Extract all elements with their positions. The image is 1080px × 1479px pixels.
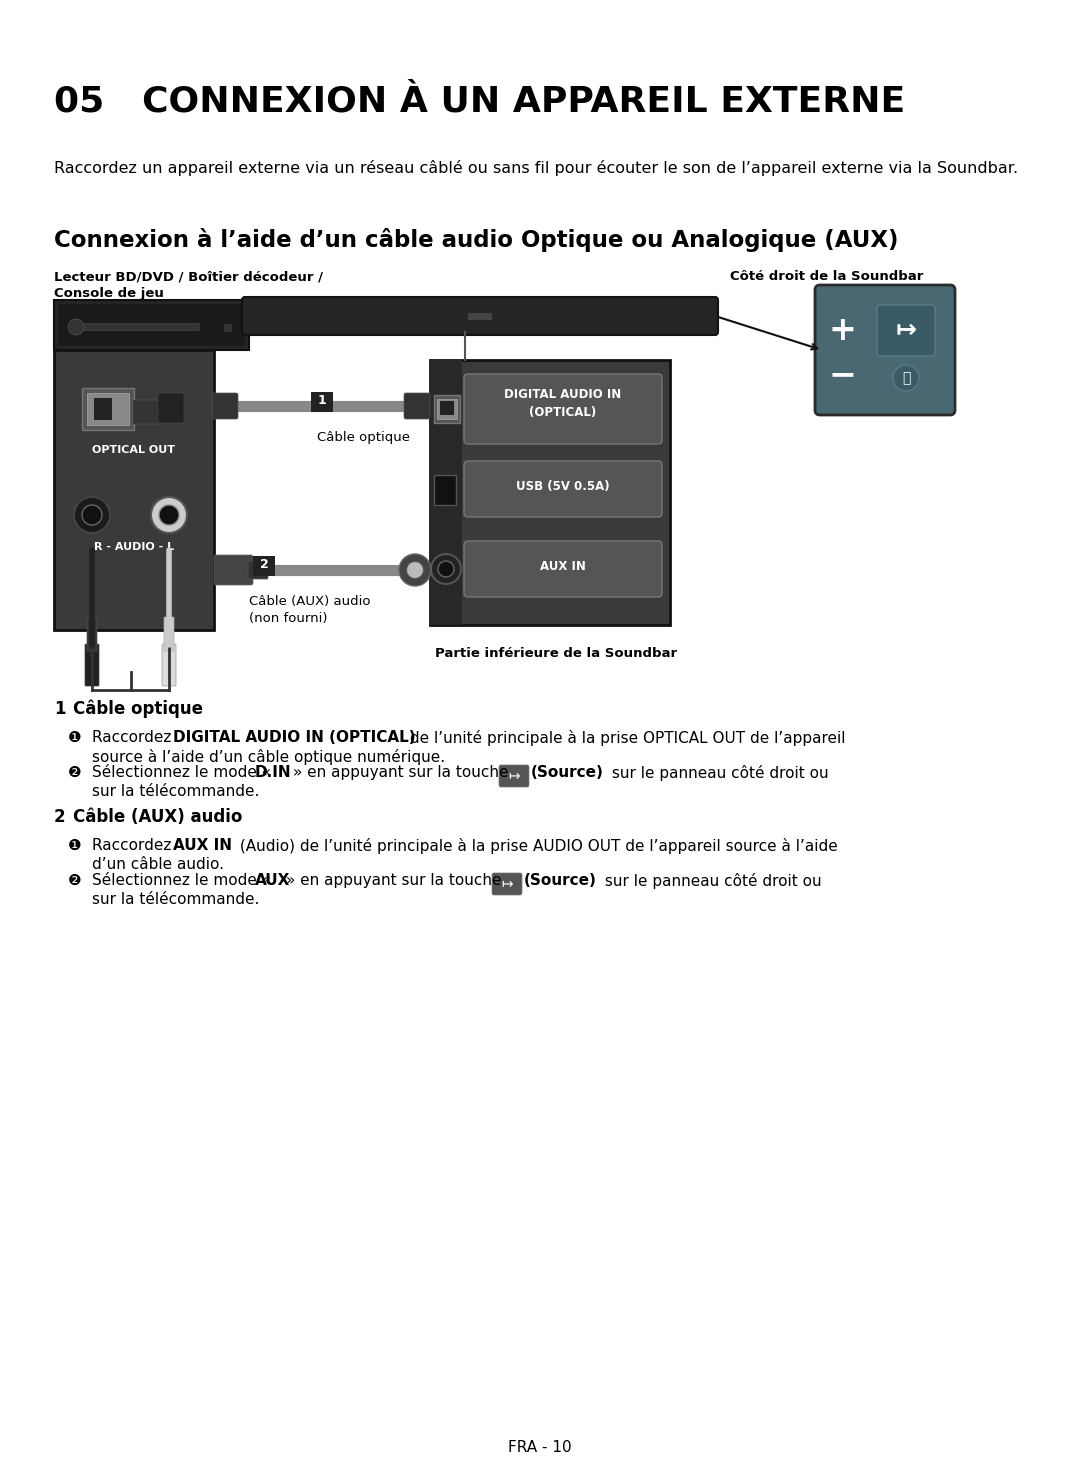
FancyBboxPatch shape (162, 643, 176, 686)
Circle shape (438, 561, 454, 577)
Text: +: + (828, 314, 856, 346)
Bar (311, 392, 333, 413)
Bar (54, 351, 214, 630)
FancyBboxPatch shape (464, 541, 662, 598)
Text: Câble (AUX) audio: Câble (AUX) audio (73, 808, 242, 825)
Bar (82, 387, 134, 430)
Text: DIGITAL AUDIO IN
(OPTICAL): DIGITAL AUDIO IN (OPTICAL) (504, 387, 622, 419)
Circle shape (431, 555, 461, 584)
FancyBboxPatch shape (214, 555, 253, 586)
Text: Côté droit de la Soundbar: Côté droit de la Soundbar (730, 271, 923, 282)
FancyBboxPatch shape (248, 561, 268, 578)
Text: Sélectionnez le mode «: Sélectionnez le mode « (92, 765, 271, 779)
FancyBboxPatch shape (815, 285, 955, 416)
Text: ↦: ↦ (501, 877, 513, 890)
Text: Lecteur BD/DVD / Boîtier décodeur /: Lecteur BD/DVD / Boîtier décodeur / (54, 271, 323, 282)
Bar (440, 401, 454, 416)
Bar (94, 398, 112, 420)
Text: FRA - 10: FRA - 10 (509, 1441, 571, 1455)
Bar (434, 395, 460, 423)
Text: ❷: ❷ (68, 873, 82, 887)
Text: source à l’aide d’un câble optique numérique.: source à l’aide d’un câble optique numér… (92, 748, 445, 765)
Text: 2: 2 (259, 558, 268, 571)
Text: de l’unité principale à la prise OPTICAL OUT de l’appareil: de l’unité principale à la prise OPTICAL… (405, 731, 846, 745)
Text: (Source): (Source) (524, 873, 597, 887)
Text: Partie inférieure de la Soundbar: Partie inférieure de la Soundbar (435, 646, 677, 660)
FancyBboxPatch shape (464, 374, 662, 444)
Bar (58, 305, 245, 346)
Text: ❶: ❶ (68, 731, 82, 745)
Circle shape (893, 365, 919, 390)
Text: R - AUDIO - L: R - AUDIO - L (94, 541, 174, 552)
FancyBboxPatch shape (158, 393, 184, 423)
FancyBboxPatch shape (877, 305, 935, 356)
Bar (430, 359, 670, 626)
Text: ⏻: ⏻ (902, 371, 910, 385)
Bar (253, 556, 275, 575)
Text: 1: 1 (54, 700, 66, 717)
FancyBboxPatch shape (85, 643, 99, 686)
FancyBboxPatch shape (212, 393, 238, 419)
Text: Câble optique: Câble optique (318, 430, 410, 444)
Text: AUX IN: AUX IN (540, 561, 586, 572)
Bar (430, 359, 462, 626)
Circle shape (75, 497, 110, 532)
Text: D.IN: D.IN (255, 765, 292, 779)
Circle shape (151, 497, 187, 532)
Text: Raccordez: Raccordez (92, 839, 176, 853)
Text: sur la télécommande.: sur la télécommande. (92, 892, 259, 907)
Text: ❷: ❷ (68, 765, 82, 779)
Text: ❶: ❶ (68, 839, 82, 853)
Circle shape (399, 555, 431, 586)
Text: Raccordez: Raccordez (92, 731, 176, 745)
Text: ↦: ↦ (509, 769, 519, 782)
Text: AUX IN: AUX IN (173, 839, 232, 853)
Text: sur le panneau côté droit ou: sur le panneau côté droit ou (600, 873, 822, 889)
Bar (224, 324, 232, 331)
Text: Câble (AUX) audio
(non fourni): Câble (AUX) audio (non fourni) (249, 595, 370, 626)
FancyBboxPatch shape (404, 393, 430, 419)
Text: Connexion à l’aide d’un câble audio Optique ou Analogique (AUX): Connexion à l’aide d’un câble audio Opti… (54, 228, 899, 251)
Text: DIGITAL AUDIO IN (OPTICAL): DIGITAL AUDIO IN (OPTICAL) (173, 731, 416, 745)
Text: (Audio) de l’unité principale à la prise AUDIO OUT de l’appareil source à l’aide: (Audio) de l’unité principale à la prise… (235, 839, 838, 853)
Circle shape (159, 504, 179, 525)
Text: 2: 2 (54, 808, 66, 825)
FancyBboxPatch shape (464, 461, 662, 518)
Text: sur le panneau côté droit ou: sur le panneau côté droit ou (607, 765, 828, 781)
Text: (Source): (Source) (531, 765, 604, 779)
Circle shape (407, 562, 423, 578)
Text: Raccordez un appareil externe via un réseau câblé ou sans fil pour écouter le so: Raccordez un appareil externe via un rés… (54, 160, 1018, 176)
FancyBboxPatch shape (164, 617, 174, 651)
Text: USB (5V 0.5A): USB (5V 0.5A) (516, 481, 610, 493)
FancyBboxPatch shape (87, 617, 97, 651)
Bar (468, 314, 492, 319)
Circle shape (82, 504, 102, 525)
Text: » en appuyant sur la touche: » en appuyant sur la touche (286, 873, 501, 887)
Bar (437, 399, 457, 419)
FancyBboxPatch shape (492, 873, 522, 895)
Bar (69, 322, 199, 330)
Text: ↦: ↦ (895, 318, 917, 342)
Text: sur la télécommande.: sur la télécommande. (92, 784, 259, 799)
Bar (54, 300, 249, 351)
FancyBboxPatch shape (499, 765, 529, 787)
Text: Console de jeu: Console de jeu (54, 287, 164, 300)
Text: Câble optique: Câble optique (73, 700, 203, 719)
Text: AUX: AUX (255, 873, 291, 887)
Text: 1: 1 (318, 393, 326, 407)
Text: 05   CONNEXION À UN APPAREIL EXTERNE: 05 CONNEXION À UN APPAREIL EXTERNE (54, 84, 905, 118)
Text: Sélectionnez le mode «: Sélectionnez le mode « (92, 873, 271, 887)
Text: » en appuyant sur la touche: » en appuyant sur la touche (293, 765, 509, 779)
FancyBboxPatch shape (133, 399, 163, 424)
Bar (87, 393, 129, 424)
Text: OPTICAL OUT: OPTICAL OUT (93, 445, 175, 456)
FancyBboxPatch shape (242, 297, 718, 336)
Circle shape (68, 319, 84, 336)
Text: −: − (828, 358, 856, 392)
Text: d’un câble audio.: d’un câble audio. (92, 856, 224, 873)
Bar (434, 475, 456, 504)
